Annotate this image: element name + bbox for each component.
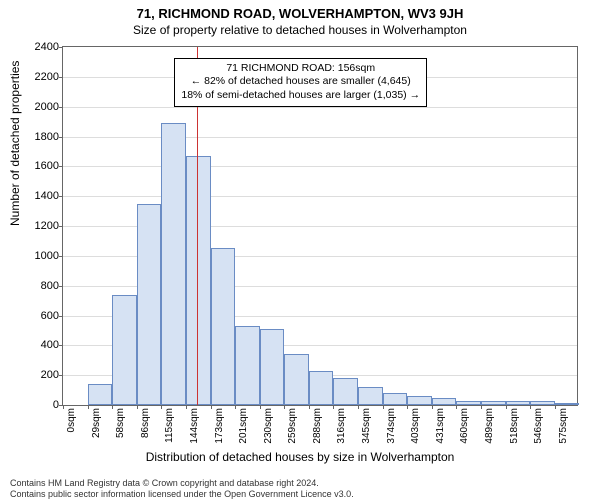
y-tick-mark — [59, 345, 63, 346]
annotation-line: ← 82% of detached houses are smaller (4,… — [181, 75, 420, 89]
y-axis-label: Number of detached properties — [8, 61, 22, 226]
footer-line: Contains HM Land Registry data © Crown c… — [10, 478, 354, 489]
histogram-bar — [211, 248, 236, 405]
x-tick-mark — [211, 405, 212, 409]
x-tick-label: 575sqm — [558, 405, 569, 444]
x-tick-label: 546sqm — [533, 405, 544, 444]
x-tick-label: 259sqm — [287, 405, 298, 444]
y-tick-mark — [59, 196, 63, 197]
x-tick-mark — [309, 405, 310, 409]
annotation-line: 71 RICHMOND ROAD: 156sqm — [181, 62, 420, 76]
histogram-bar — [260, 329, 285, 405]
x-tick-mark — [137, 405, 138, 409]
chart-subtitle: Size of property relative to detached ho… — [0, 21, 600, 37]
x-tick-label: 460sqm — [459, 405, 470, 444]
x-tick-label: 173sqm — [214, 405, 225, 444]
y-tick-mark — [59, 375, 63, 376]
x-tick-mark — [112, 405, 113, 409]
x-tick-mark — [284, 405, 285, 409]
x-tick-mark — [235, 405, 236, 409]
annotation-line: 18% of semi-detached houses are larger (… — [181, 89, 420, 103]
y-tick-mark — [59, 137, 63, 138]
x-tick-mark — [530, 405, 531, 409]
y-tick-mark — [59, 286, 63, 287]
histogram-bar — [383, 393, 408, 405]
histogram-bar — [432, 398, 457, 405]
histogram-bar — [358, 387, 383, 405]
y-tick-mark — [59, 47, 63, 48]
x-tick-label: 288sqm — [312, 405, 323, 444]
y-tick-mark — [59, 107, 63, 108]
histogram-bar — [137, 204, 162, 405]
histogram-bar — [333, 378, 358, 405]
x-axis-label: Distribution of detached houses by size … — [0, 450, 600, 464]
x-tick-label: 201sqm — [238, 405, 249, 444]
x-tick-mark — [555, 405, 556, 409]
x-tick-mark — [481, 405, 482, 409]
footer-attribution: Contains HM Land Registry data © Crown c… — [10, 478, 354, 500]
x-tick-label: 86sqm — [140, 405, 151, 438]
x-tick-label: 374sqm — [386, 405, 397, 444]
gridline — [63, 196, 577, 197]
x-tick-mark — [407, 405, 408, 409]
x-tick-mark — [63, 405, 64, 409]
chart-title: 71, RICHMOND ROAD, WOLVERHAMPTON, WV3 9J… — [0, 0, 600, 21]
x-tick-label: 144sqm — [189, 405, 200, 444]
x-tick-label: 489sqm — [484, 405, 495, 444]
x-tick-label: 518sqm — [509, 405, 520, 444]
gridline — [63, 166, 577, 167]
x-tick-mark — [186, 405, 187, 409]
x-tick-mark — [161, 405, 162, 409]
x-tick-label: 115sqm — [164, 405, 175, 443]
x-tick-mark — [383, 405, 384, 409]
chart-container: 71, RICHMOND ROAD, WOLVERHAMPTON, WV3 9J… — [0, 0, 600, 500]
y-tick-mark — [59, 226, 63, 227]
histogram-bar — [407, 396, 432, 405]
x-tick-mark — [333, 405, 334, 409]
plot-area: 0200400600800100012001400160018002000220… — [62, 46, 578, 406]
x-tick-label: 0sqm — [66, 405, 77, 432]
x-tick-mark — [506, 405, 507, 409]
x-tick-label: 58sqm — [115, 405, 126, 438]
histogram-bar — [112, 295, 137, 405]
histogram-bar — [284, 354, 309, 405]
histogram-bar — [186, 156, 211, 405]
histogram-bar — [235, 326, 260, 405]
annotation-box: 71 RICHMOND ROAD: 156sqm ← 82% of detach… — [174, 58, 427, 107]
footer-line: Contains public sector information licen… — [10, 489, 354, 500]
x-tick-mark — [432, 405, 433, 409]
histogram-bar — [309, 371, 334, 405]
x-tick-label: 230sqm — [263, 405, 274, 444]
y-tick-mark — [59, 166, 63, 167]
gridline — [63, 137, 577, 138]
y-tick-mark — [59, 256, 63, 257]
x-tick-label: 345sqm — [361, 405, 372, 444]
x-tick-mark — [456, 405, 457, 409]
histogram-bar — [88, 384, 113, 405]
x-tick-label: 431sqm — [435, 405, 446, 444]
x-tick-mark — [88, 405, 89, 409]
histogram-bar — [161, 123, 186, 405]
x-tick-label: 316sqm — [336, 405, 347, 444]
x-tick-mark — [260, 405, 261, 409]
x-tick-label: 29sqm — [91, 405, 102, 438]
y-tick-mark — [59, 77, 63, 78]
x-tick-mark — [358, 405, 359, 409]
gridline — [63, 107, 577, 108]
y-tick-mark — [59, 316, 63, 317]
x-tick-label: 403sqm — [410, 405, 421, 444]
